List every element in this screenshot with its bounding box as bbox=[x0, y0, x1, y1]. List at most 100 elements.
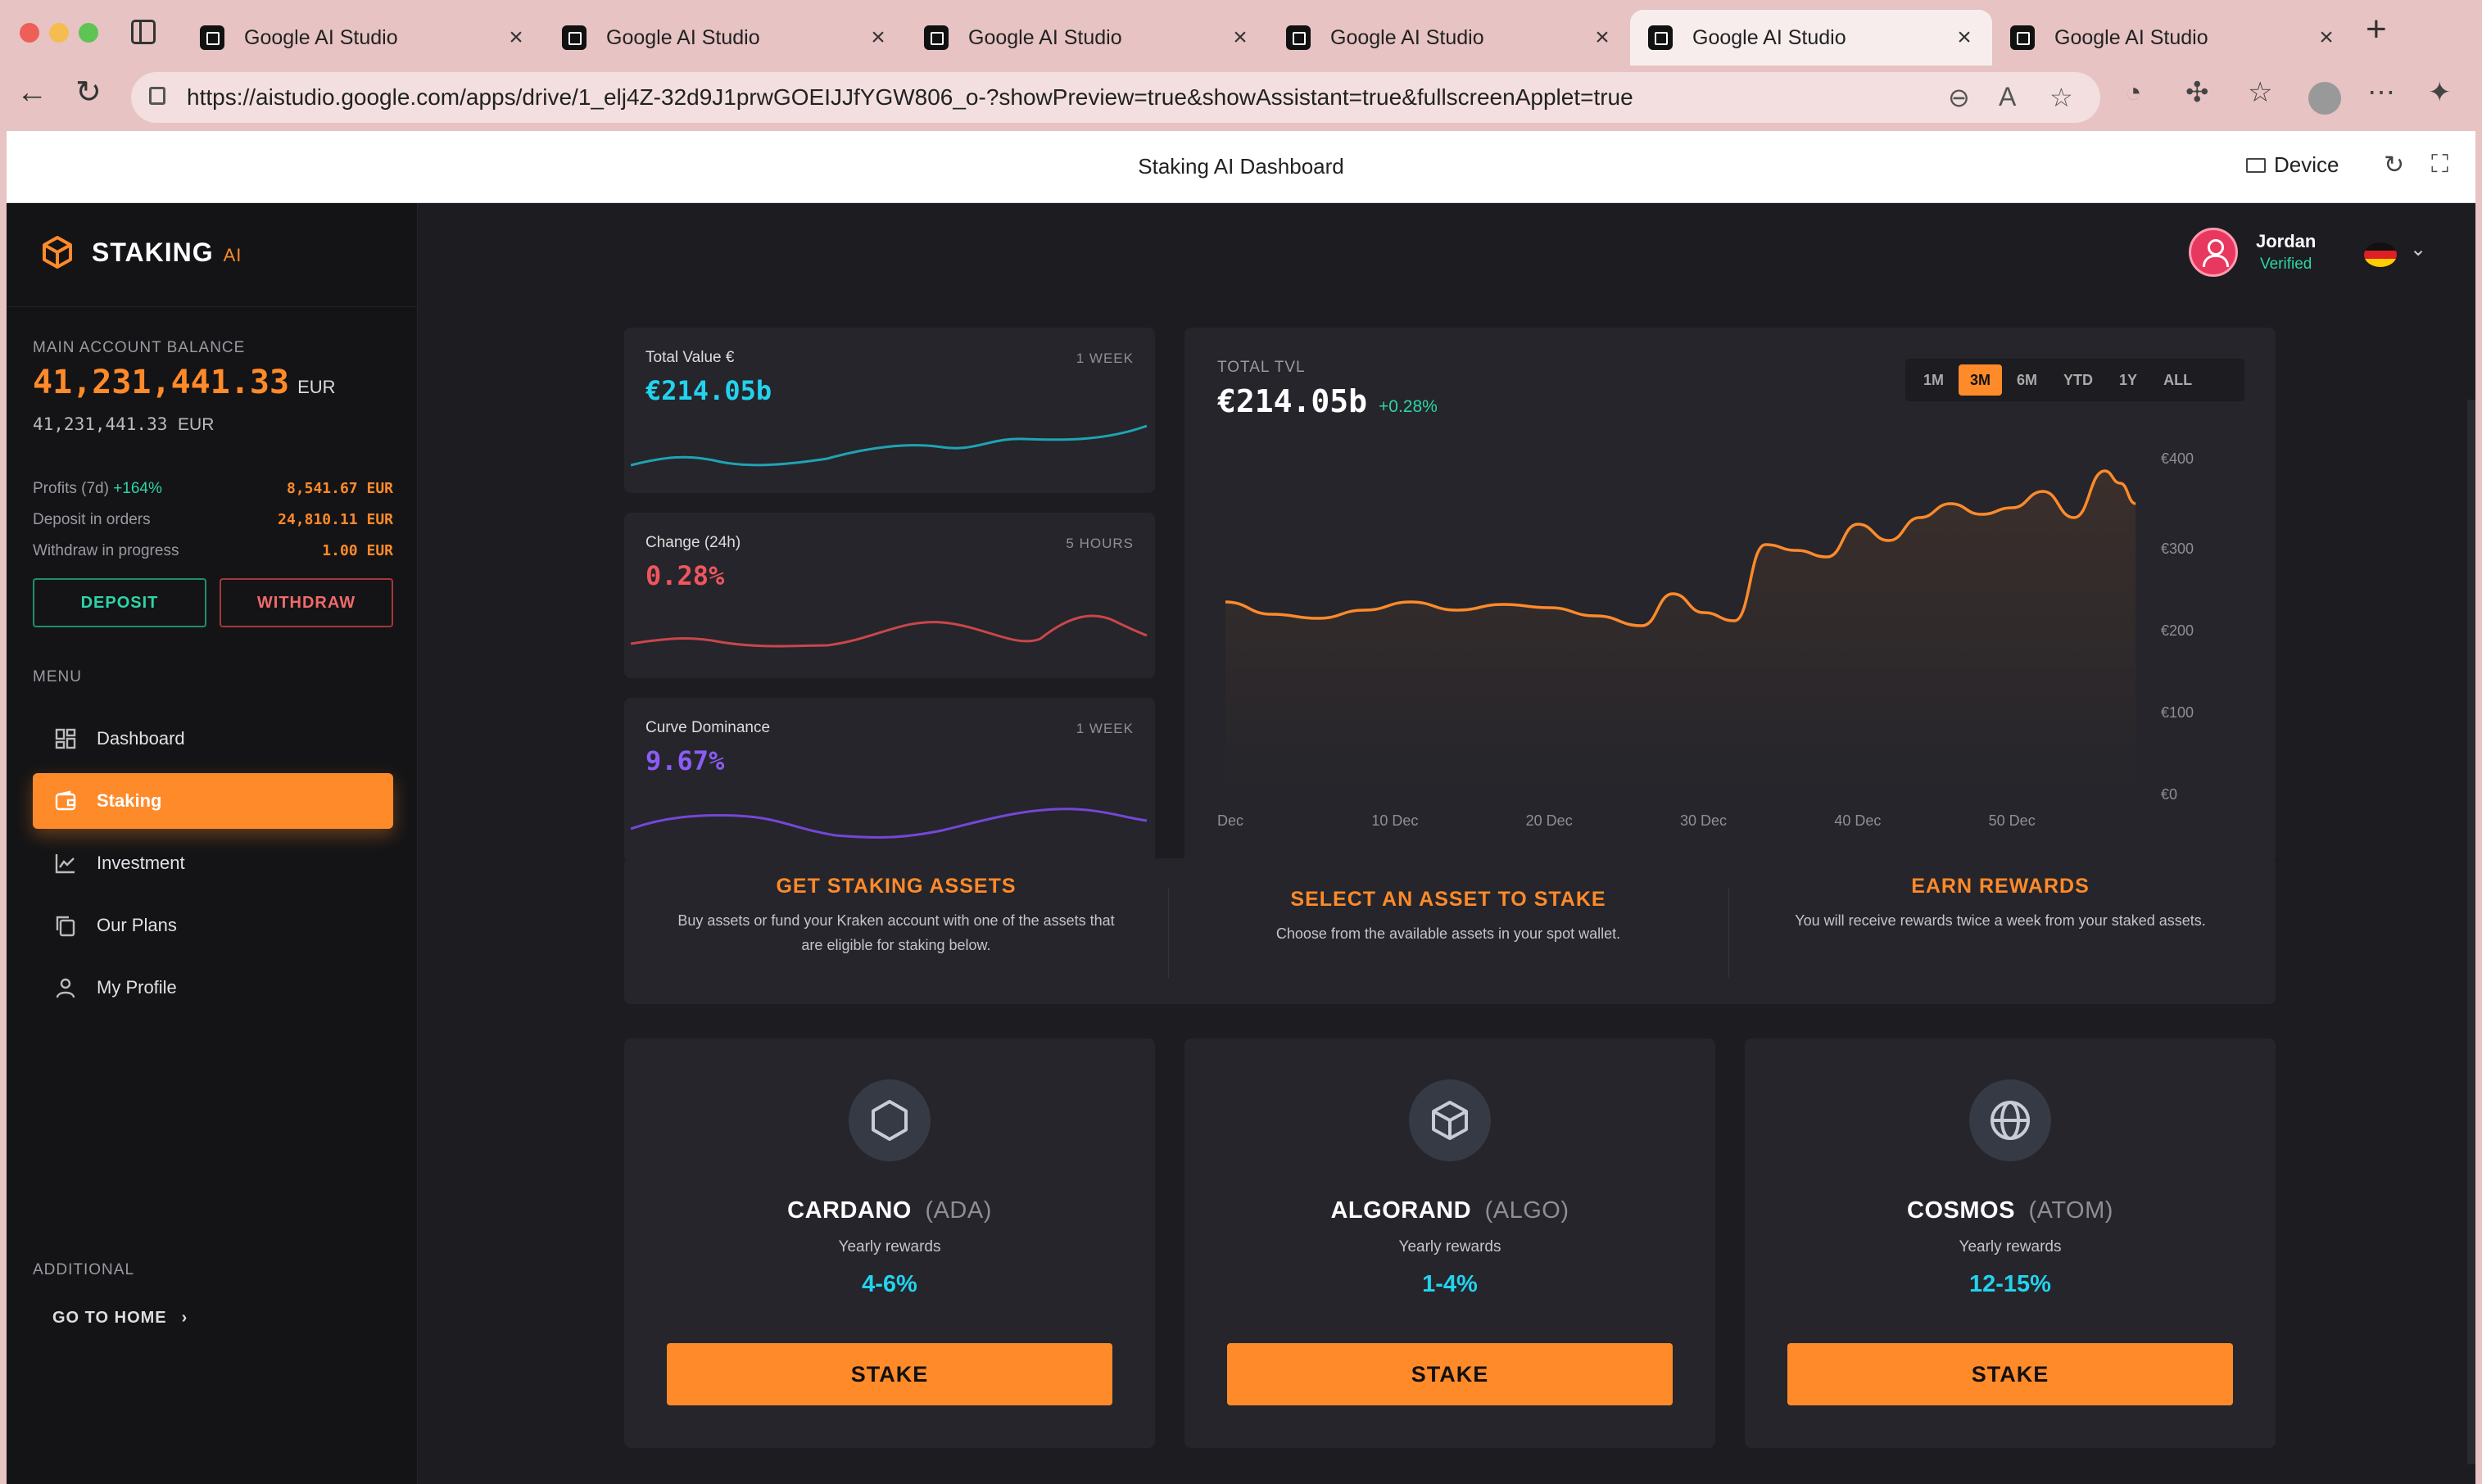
browser-tab-active[interactable]: Google AI Studio × bbox=[1630, 10, 1992, 66]
browser-tab[interactable]: Google AI Studio × bbox=[906, 10, 1268, 66]
asset-ticker: (ALGO) bbox=[1484, 1197, 1569, 1224]
tvl-value: €214.05b +0.28% bbox=[1217, 383, 1438, 419]
tab-title: Google AI Studio bbox=[2054, 25, 2208, 49]
tab-title: Google AI Studio bbox=[244, 25, 398, 49]
range-all-button[interactable]: ALL bbox=[2163, 371, 2193, 388]
ai-studio-favicon-icon bbox=[562, 25, 587, 50]
stake-cosmos-button[interactable]: STAKE bbox=[1787, 1343, 2233, 1405]
sidebar-toggle-icon[interactable] bbox=[131, 20, 156, 44]
back-arrow-icon[interactable]: ← bbox=[16, 75, 48, 110]
maximize-window-button[interactable] bbox=[79, 23, 98, 43]
go-home-label: GO TO HOME bbox=[52, 1309, 167, 1327]
stake-algorand-button[interactable]: STAKE bbox=[1227, 1343, 1673, 1405]
favorite-star-icon[interactable]: ☆ bbox=[2049, 83, 2073, 112]
new-tab-icon[interactable]: + bbox=[2366, 9, 2387, 49]
chevron-down-icon[interactable]: ⌄ bbox=[2410, 238, 2427, 260]
asset-card-cosmos: COSMOS (ATOM) Yearly rewards 12-15% STAK… bbox=[1745, 1038, 2276, 1448]
yearly-rewards-value: 12-15% bbox=[1969, 1271, 2051, 1297]
refresh-icon[interactable]: ↻ bbox=[2384, 152, 2405, 179]
tab-close-icon[interactable]: × bbox=[509, 24, 523, 51]
user-menu[interactable]: Jordan Verified bbox=[2189, 228, 2316, 277]
logo[interactable]: STAKING AI bbox=[39, 234, 242, 270]
sidebar-item-staking[interactable]: Staking bbox=[33, 773, 393, 829]
x-tick-label: Dec bbox=[1217, 812, 1243, 829]
tab-title: Google AI Studio bbox=[968, 25, 1122, 49]
range-3m-button[interactable]: 3M bbox=[1959, 364, 2003, 396]
asset-name: ALGORAND (ALGO) bbox=[1184, 1197, 1715, 1224]
range-6m-button[interactable]: 6M bbox=[2017, 371, 2038, 388]
browser-tab[interactable]: Google AI Studio × bbox=[1992, 10, 2354, 66]
withdraw-progress-label: Withdraw in progress bbox=[33, 542, 179, 559]
asset-name-text: COSMOS bbox=[1907, 1197, 2015, 1224]
time-range-selector: 1M 3M 6M YTD 1Y ALL bbox=[1905, 359, 2244, 401]
deposit-orders-label: Deposit in orders bbox=[33, 511, 151, 528]
extensions-icon[interactable]: ✣ bbox=[2185, 77, 2209, 108]
user-info: Jordan Verified bbox=[2256, 231, 2316, 274]
mini-card-period: 1 WEEK bbox=[1076, 721, 1134, 736]
sidebar-item-my-profile[interactable]: My Profile bbox=[33, 960, 393, 1016]
yearly-rewards-label: Yearly rewards bbox=[1959, 1238, 2062, 1256]
browser-tab[interactable]: Google AI Studio × bbox=[1268, 10, 1630, 66]
balance-value: 41,231,441.33 EUR bbox=[33, 364, 336, 401]
range-ytd-button[interactable]: YTD bbox=[2063, 371, 2094, 388]
profits-pct: +164% bbox=[113, 480, 162, 497]
tab-close-icon[interactable]: × bbox=[1957, 24, 1972, 51]
sidebar-item-label: Dashboard bbox=[97, 728, 185, 749]
frame-title: Staking AI Dashboard bbox=[1138, 154, 1344, 179]
go-to-home-link[interactable]: GO TO HOME › bbox=[52, 1309, 188, 1328]
mini-card-title: Change (24h) bbox=[645, 534, 741, 551]
mini-card-value: 0.28% bbox=[645, 560, 725, 591]
y-tick-label: €400 bbox=[2161, 450, 2194, 467]
range-1y-button[interactable]: 1Y bbox=[2119, 371, 2138, 388]
tab-close-icon[interactable]: × bbox=[1233, 24, 1248, 51]
tab-close-icon[interactable]: × bbox=[1595, 24, 1610, 51]
device-button[interactable]: Device bbox=[2246, 152, 2339, 178]
mini-card-value: 9.67% bbox=[645, 745, 725, 776]
zoom-out-icon[interactable]: ⊖ bbox=[1948, 83, 1970, 112]
reload-icon[interactable]: ↻ bbox=[75, 75, 102, 110]
minimize-window-button[interactable] bbox=[49, 23, 69, 43]
divider bbox=[7, 306, 418, 307]
sidebar-item-dashboard[interactable]: Dashboard bbox=[33, 711, 393, 767]
deposit-orders-value: 24,810.11 EUR bbox=[278, 511, 393, 528]
browser-tab[interactable]: Google AI Studio × bbox=[544, 10, 906, 66]
asset-name: COSMOS (ATOM) bbox=[1745, 1197, 2276, 1224]
url-text[interactable]: https://aistudio.google.com/apps/drive/1… bbox=[187, 84, 1633, 110]
favorites-icon[interactable]: ☆ bbox=[2248, 77, 2273, 108]
tab-close-icon[interactable]: × bbox=[2319, 24, 2334, 51]
close-window-button[interactable] bbox=[20, 23, 39, 43]
deposit-button[interactable]: DEPOSIT bbox=[33, 578, 206, 627]
lock-icon bbox=[149, 87, 165, 105]
fullscreen-icon[interactable]: ⛶ bbox=[2431, 151, 2448, 178]
range-1m-button[interactable]: 1M bbox=[1923, 371, 1945, 388]
withdraw-button[interactable]: WITHDRAW bbox=[220, 578, 393, 627]
profits-value: 8,541.67 EUR bbox=[286, 480, 393, 497]
ai-studio-favicon-icon bbox=[1648, 25, 1673, 50]
browser-essentials-icon[interactable]: ◔ bbox=[2125, 77, 2142, 108]
mini-card-total-value: Total Value € 1 WEEK €214.05b bbox=[624, 328, 1155, 493]
tab-close-icon[interactable]: × bbox=[871, 24, 885, 51]
read-aloud-icon[interactable]: A bbox=[1999, 82, 2017, 111]
staking-steps: GET STAKING ASSETS Buy assets or fund yo… bbox=[624, 858, 2276, 1004]
profile-avatar-icon[interactable] bbox=[2308, 82, 2341, 115]
ai-studio-favicon-icon bbox=[924, 25, 949, 50]
sidebar-item-our-plans[interactable]: Our Plans bbox=[33, 898, 393, 953]
sidebar-item-investment[interactable]: Investment bbox=[33, 835, 393, 891]
scrollbar[interactable] bbox=[2467, 400, 2475, 1464]
germany-flag-icon[interactable] bbox=[2364, 242, 2397, 267]
stake-cardano-button[interactable]: STAKE bbox=[667, 1343, 1112, 1405]
asset-ticker: (ATOM) bbox=[2028, 1197, 2113, 1224]
copilot-icon[interactable]: ✦ bbox=[2428, 77, 2452, 108]
wallet-icon bbox=[55, 790, 76, 811]
more-menu-icon[interactable]: ⋯ bbox=[2367, 77, 2395, 108]
user-status: Verified bbox=[2259, 256, 2312, 273]
sidebar-item-label: Staking bbox=[97, 790, 162, 811]
globe-icon bbox=[1969, 1079, 2051, 1161]
asset-name: CARDANO (ADA) bbox=[624, 1197, 1155, 1224]
browser-tab[interactable]: Google AI Studio × bbox=[182, 10, 544, 66]
sparkline-chart bbox=[631, 424, 1148, 467]
tvl-series-line bbox=[1225, 469, 2136, 627]
yearly-rewards-value: 1-4% bbox=[1422, 1271, 1478, 1297]
copy-icon bbox=[56, 916, 75, 937]
address-bar[interactable]: https://aistudio.google.com/apps/drive/1… bbox=[131, 72, 2100, 123]
